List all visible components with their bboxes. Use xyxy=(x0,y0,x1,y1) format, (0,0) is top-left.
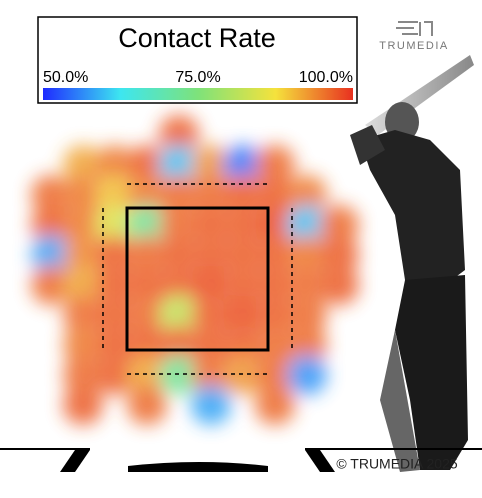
heat-cell xyxy=(255,385,295,425)
heat-cell xyxy=(191,385,231,425)
heat-cell xyxy=(191,145,231,185)
heat-cell xyxy=(159,325,199,365)
heat-cell xyxy=(223,235,263,275)
colorbar-tick-label: 75.0% xyxy=(175,69,220,86)
copyright: © TRUMEDIA 2025 xyxy=(336,456,458,472)
heat-cell xyxy=(191,325,231,365)
heat-cell xyxy=(223,175,263,215)
heat-cell xyxy=(95,145,135,185)
heat-cell xyxy=(223,295,263,335)
home-plate xyxy=(0,448,482,472)
heat-cell xyxy=(63,265,103,305)
heat-cell xyxy=(255,205,295,245)
heat-cell xyxy=(127,355,167,395)
heat-cell xyxy=(191,295,231,335)
logo-icon xyxy=(396,21,433,36)
heat-cell xyxy=(95,355,135,395)
colorbar-tick-label: 50.0% xyxy=(43,69,88,86)
heat-cell xyxy=(191,205,231,245)
heat-cell xyxy=(191,265,231,305)
heat-cell xyxy=(31,175,71,215)
heat-cell xyxy=(287,205,327,245)
heat-cell xyxy=(287,325,327,365)
heat-cell xyxy=(127,295,167,335)
heat-cell xyxy=(95,295,135,335)
heat-cell xyxy=(255,235,295,275)
heat-cell xyxy=(255,175,295,215)
heat-cell xyxy=(63,385,103,425)
heat-cell xyxy=(191,355,231,395)
heat-cell xyxy=(287,235,327,275)
heat-cell xyxy=(127,385,167,425)
heat-cell xyxy=(63,235,103,275)
heat-cell xyxy=(63,175,103,215)
heat-cell xyxy=(159,115,199,155)
heat-cell xyxy=(127,265,167,305)
heat-cell xyxy=(159,355,199,395)
heat-cell xyxy=(159,205,199,245)
heat-cell xyxy=(127,325,167,365)
heat-cell xyxy=(159,145,199,185)
heat-cell xyxy=(159,235,199,275)
heat-cell xyxy=(31,265,71,305)
heat-cell xyxy=(63,325,103,365)
heat-cell xyxy=(159,265,199,305)
heat-cell xyxy=(127,205,167,245)
heat-cell xyxy=(31,235,71,275)
heat-cell xyxy=(223,145,263,185)
logo-text: TRUMEDIA xyxy=(379,40,448,52)
heat-cell xyxy=(95,235,135,275)
heat-cell xyxy=(63,205,103,245)
heat-cell xyxy=(31,205,71,245)
heat-cell xyxy=(95,265,135,305)
heat-cell xyxy=(255,295,295,335)
heat-cell xyxy=(223,265,263,305)
heat-cell xyxy=(127,145,167,185)
heat-cell xyxy=(95,175,135,215)
heat-cell xyxy=(223,325,263,365)
heat-cell xyxy=(191,235,231,275)
heat-cell xyxy=(319,235,359,275)
heatmap xyxy=(31,115,359,425)
heat-cell xyxy=(287,175,327,215)
heat-cell xyxy=(287,295,327,335)
heat-cell xyxy=(223,355,263,395)
heat-cell xyxy=(255,325,295,365)
colorbar xyxy=(43,88,353,100)
heat-cell xyxy=(95,325,135,365)
heat-cell xyxy=(255,355,295,395)
heat-cell xyxy=(159,175,199,215)
colorbar-tick-label: 100.0% xyxy=(299,69,353,86)
heat-cell xyxy=(255,265,295,305)
heat-cell xyxy=(63,355,103,395)
heat-cell xyxy=(319,265,359,305)
heat-cell xyxy=(287,265,327,305)
chart-title: Contact Rate xyxy=(118,23,276,53)
strike-zone xyxy=(125,206,270,352)
heat-cell xyxy=(223,205,263,245)
heat-cell xyxy=(255,145,295,185)
heat-cell xyxy=(63,295,103,335)
heat-cell xyxy=(287,355,327,395)
heat-cell xyxy=(319,205,359,245)
heat-cell xyxy=(95,205,135,245)
heat-cell xyxy=(127,235,167,275)
heat-cell xyxy=(63,145,103,185)
heat-cell xyxy=(191,175,231,215)
heat-cell xyxy=(159,295,199,335)
batter-silhouette xyxy=(350,55,474,472)
heat-cell xyxy=(127,175,167,215)
